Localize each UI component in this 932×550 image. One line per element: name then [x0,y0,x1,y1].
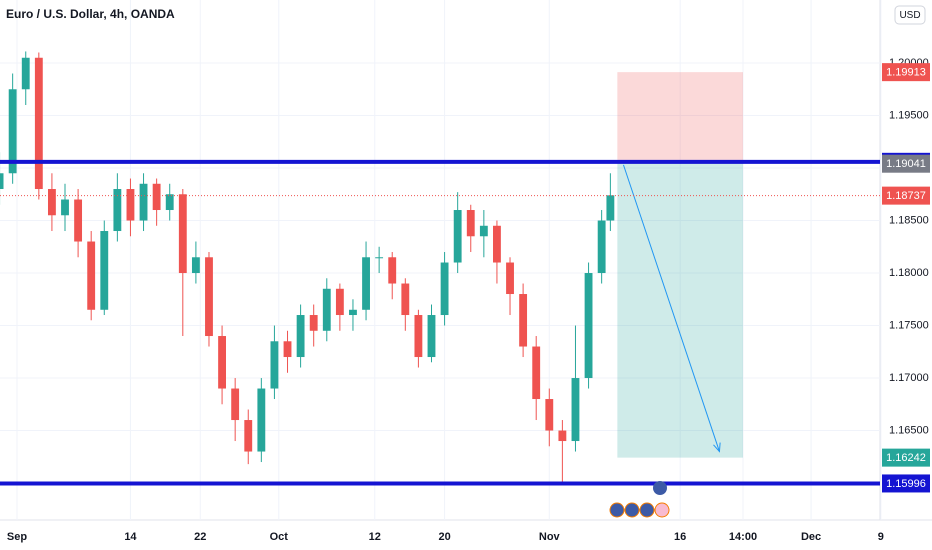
candle-body [74,199,83,242]
candle-body [113,189,122,232]
candle-body [493,225,501,263]
candle-body [532,346,541,400]
candle-body [401,283,410,316]
target-zone [617,161,744,458]
candle-body [606,195,615,221]
event-icon [609,502,625,518]
x-tick-label: 14 [124,531,137,543]
currency-label: USD [899,10,920,21]
stop-price-label: 1.19913 [886,67,926,79]
trend-arrow [622,164,720,452]
candle-body [545,399,554,431]
candle-body [479,225,488,237]
candle-body [506,262,514,295]
stop-price-label-box [882,63,930,82]
level-price-label: 1.15996 [886,478,926,490]
candle-body [257,388,266,452]
event-icons [609,481,670,518]
candle-body [152,183,161,211]
candle-body [335,288,344,316]
y-tick-label: 1.19500 [889,109,929,121]
candle-body [165,194,174,211]
x-tick-label: 9 [878,531,884,543]
candle-body [322,288,331,331]
y-tick-label: 1.17000 [889,372,929,384]
candle-body [191,257,200,274]
x-tick-label: 22 [194,531,206,543]
candle-body [218,336,226,389]
level-price-label-box [882,474,930,493]
x-tick-label: 12 [369,531,381,543]
candle-body [270,341,279,389]
x-tick-label: Oct [270,531,289,543]
candle-body [558,430,567,442]
candle-body [205,257,213,337]
candle-body [296,315,305,358]
currency-button[interactable] [894,5,926,25]
candle-body [178,194,187,274]
y-tick-label: 1.17500 [889,319,929,331]
event-icon [653,481,667,495]
x-tick-label: 14:00 [729,531,757,543]
axes: 1.16500 1.17000 1.17500 1.18000 1.18500 1.190… [7,57,930,543]
candle-body [139,183,148,221]
candle-body [427,315,436,358]
candle-body [34,57,43,190]
x-tick-label: Dec [801,531,821,543]
candle-body [244,420,253,452]
arrow-head [713,442,721,453]
candle-body [47,189,56,216]
candle-body [100,231,109,310]
candle-body [362,257,370,310]
candle-body [231,388,240,421]
y-tick-label: 1.18500 [889,214,929,226]
candle-body [61,199,69,216]
candle-body [309,315,318,331]
candle-body [584,273,593,379]
last-price-label-box [882,186,930,205]
candle-body [8,89,17,174]
event-icon [624,502,640,518]
x-tick-label: Nov [539,531,561,543]
event-icon [654,502,670,518]
grid [0,0,882,520]
candle-body [375,257,384,259]
candle-body [597,220,606,274]
x-tick-label: 20 [438,531,450,543]
candle-body [571,378,580,442]
candle-body [0,173,4,190]
y-tick-label: 1.18000 [889,267,929,279]
chart-title: Euro / U.S. Dollar, 4h, OANDA [6,7,175,21]
candle-body [453,210,462,263]
target-price-label: 1.16242 [886,452,926,464]
candle-body [519,294,528,347]
candle-body [21,57,30,90]
candle-body [414,315,423,358]
x-tick-label: 16 [674,531,686,543]
candle-body [440,262,449,316]
y-tick-label: 1.16500 [889,424,929,436]
marker-price-label-box [882,154,930,173]
stop-zone [617,72,744,162]
candle-body [126,189,135,221]
candle-body [283,341,292,358]
position-tool [617,72,744,458]
x-tick-label: Sep [7,531,27,543]
target-price-label-box [882,448,930,467]
candle-body [466,210,475,237]
event-icon [639,502,655,518]
candle-body [388,257,397,284]
last-price-label: 1.18737 [886,190,926,202]
candles [0,51,615,484]
overlays [0,159,880,486]
candle-body [87,241,96,310]
marker-price-label: 1.19041 [886,158,926,170]
candle-body [349,309,357,316]
